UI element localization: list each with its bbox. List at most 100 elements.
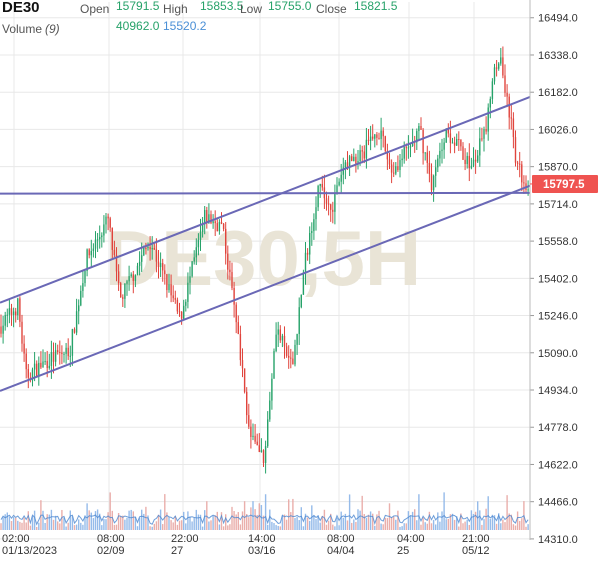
candle-body [426,152,428,163]
volume-bar [69,510,71,530]
candle-body [117,271,120,284]
candle-body [260,450,263,452]
volume-bar [506,495,508,530]
candle-body [456,138,458,146]
candle-body [451,142,454,144]
volume-bar [447,518,449,530]
volume-bar [420,524,422,530]
volume-bar [17,520,19,530]
candle-body [340,174,342,182]
candle-body [315,207,317,220]
volume-bar [218,524,221,530]
high-label: High [163,2,188,16]
volume-bar [313,515,315,530]
candle-body [399,160,401,171]
candle-body [23,343,25,354]
candle-body [94,239,97,249]
volume-bar [378,510,380,530]
volume-bar [80,522,82,530]
candle-body [292,358,294,365]
volume-bar [141,509,143,530]
candle-body [325,198,328,204]
volume-bar [418,494,420,530]
volume-bar [500,523,502,530]
candle-body [472,159,475,166]
candle-body [502,57,504,76]
candle-body [69,355,71,357]
volume-bar [73,525,76,530]
candle-body [330,204,332,210]
trendline-support-horizontal[interactable] [0,191,531,195]
candle-body [166,274,168,291]
candle-body [31,369,34,381]
candle-body [500,57,502,64]
volume-bar [346,520,349,530]
volume-bar [369,511,372,530]
candle-body [464,159,466,165]
volume-bar [479,510,481,530]
volume-bar [237,512,239,530]
candle-body [485,129,487,132]
candle-body [479,138,481,156]
candle-body [120,283,122,298]
volume-bar [168,516,170,530]
trendlines[interactable] [0,96,531,392]
candle-body [439,150,441,159]
candle-body [281,335,284,341]
volume-bar [159,509,162,530]
candle-body [40,362,42,368]
candle-body [147,247,149,249]
candle-body [346,162,349,168]
candle-body [180,311,183,319]
candle-body [498,63,500,69]
volume-bar [267,524,269,530]
candle-body [237,322,239,335]
volume-value: 40962.0 [116,19,160,33]
volume-bar [489,518,491,530]
candle-body [174,298,176,300]
candle-body [443,142,445,150]
volume-bar [180,520,183,530]
volume-bar [235,514,237,530]
candle-body [82,283,84,291]
volume-bar [231,506,233,530]
candle-body [206,210,208,223]
volume-bar [138,517,141,530]
candle-body [483,129,485,139]
candle-body [46,361,48,369]
volume-bar [75,524,78,530]
volume-bar [309,520,311,530]
candle-body [235,304,237,323]
volume-bar [145,506,147,530]
volume-bar [10,521,13,530]
candle-body [199,231,202,240]
candle-body [332,209,334,212]
candle-body [300,294,302,308]
volume-bar [31,516,34,530]
volume-bar [334,526,336,530]
candle-body [275,334,277,352]
trendline-channel-upper[interactable] [0,96,531,304]
y-tick-label: 16182.0 [538,87,578,99]
volume-bar [519,520,521,530]
candle-body [477,155,479,162]
volume-bar [262,515,265,530]
candle-body [445,128,447,143]
candle-body [153,248,155,250]
candle-body [71,329,74,356]
candle-body [115,254,118,272]
candle-body [489,98,491,108]
candle-body [214,221,216,224]
candle-body [143,247,145,256]
candle-body [321,184,323,188]
trendline-channel-lower[interactable] [0,184,531,392]
candle-body [36,363,38,377]
candle-body [367,139,370,141]
volume-bar [296,516,298,530]
x-tick-label-time: 21:00 [462,533,490,545]
volume-ma-value: 15520.2 [163,19,207,33]
candle-body [136,265,139,275]
candle-body [25,353,27,370]
